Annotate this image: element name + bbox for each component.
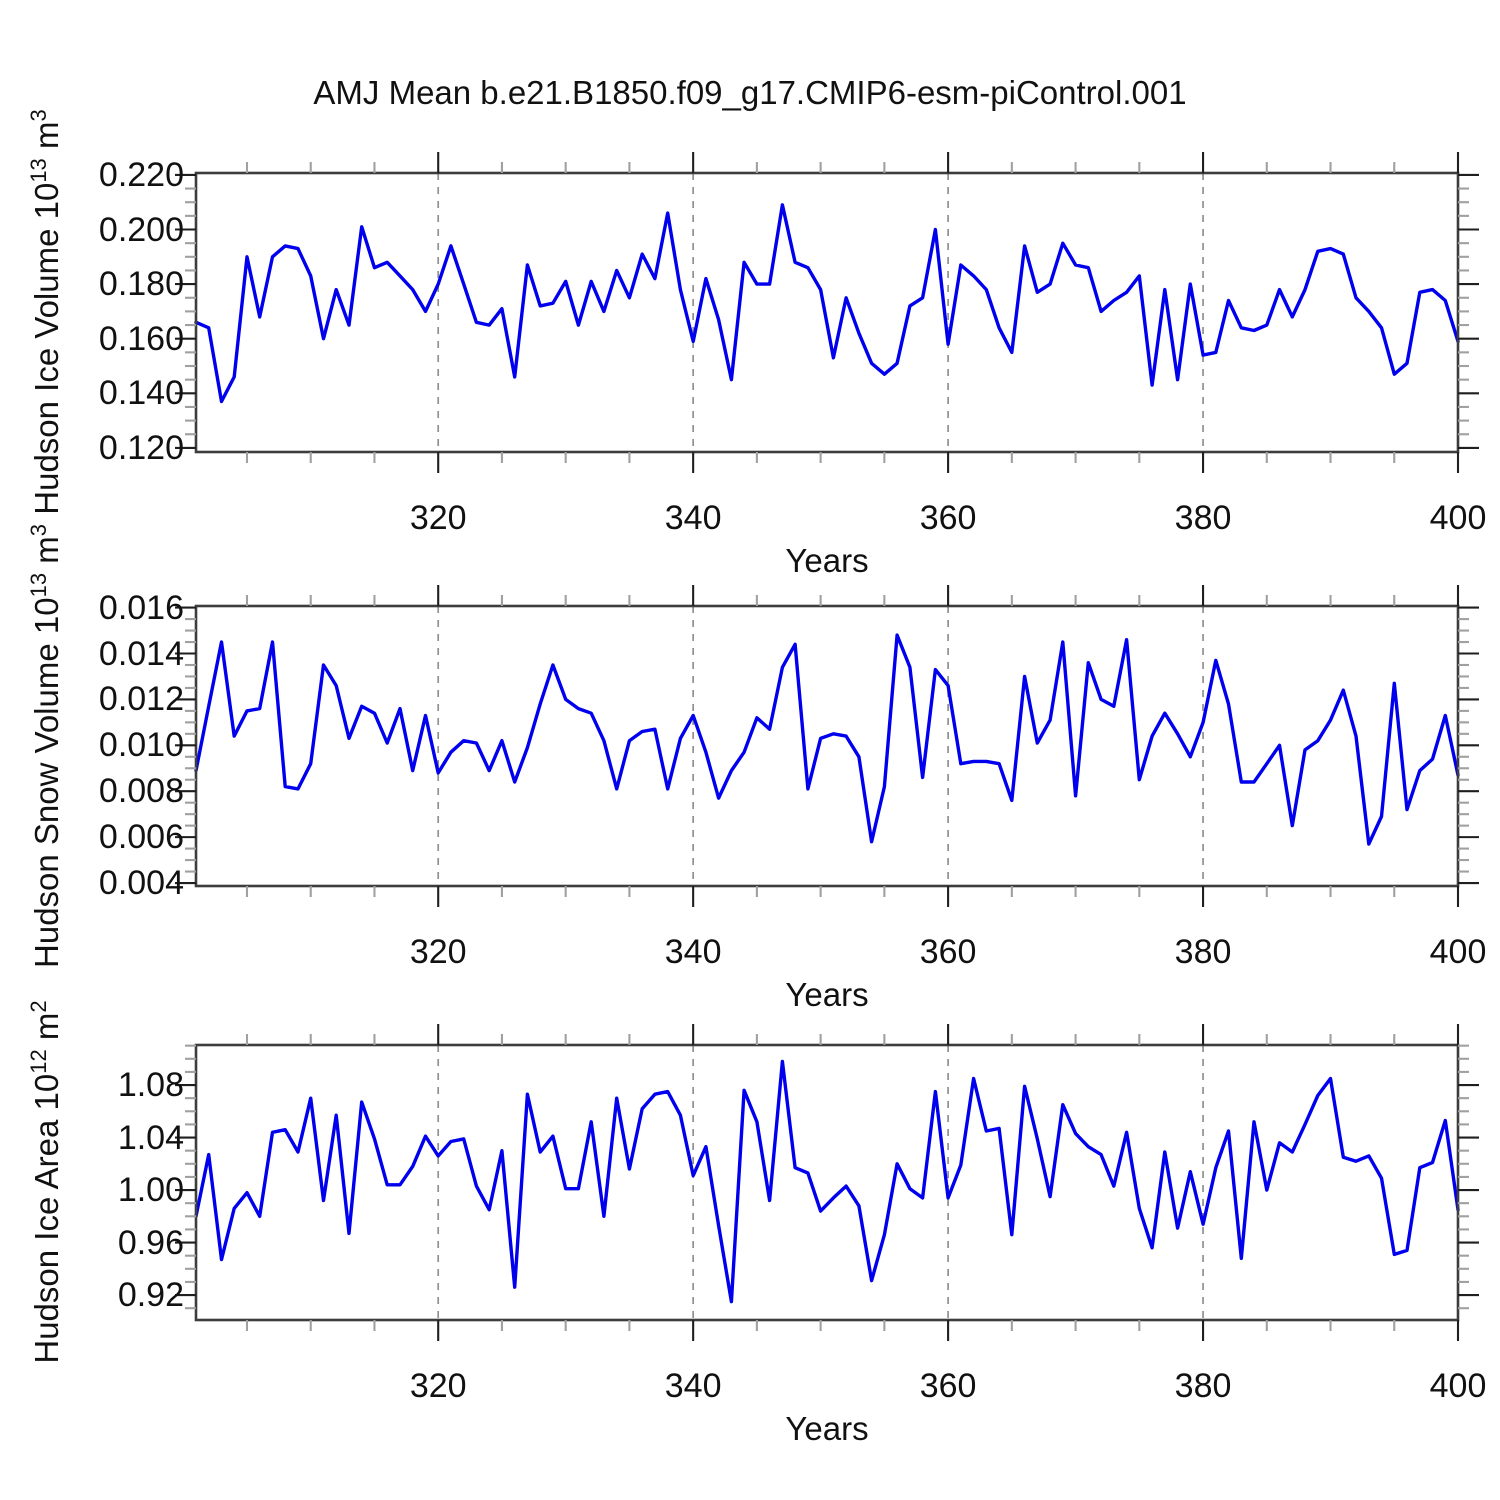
x-tick-label: 340: [664, 1367, 722, 1405]
series-line-hudson-snow-volume: [194, 633, 1460, 846]
series-line-hudson-ice-volume: [194, 203, 1460, 404]
x-tick-label: 400: [1429, 933, 1487, 971]
x-tick-label: 380: [1174, 1367, 1232, 1405]
plot-frame: [194, 1043, 1460, 1322]
x-axis-title: Years: [785, 1410, 869, 1447]
x-tick-label: 340: [664, 499, 722, 537]
plot-frame: [194, 604, 1460, 888]
y-tick-label: 1.08: [117, 1066, 184, 1105]
y-tick-label: 1.04: [117, 1118, 184, 1157]
y-tick-label: 0.120: [98, 428, 184, 467]
chart-title: AMJ Mean b.e21.B1850.f09_g17.CMIP6-esm-p…: [313, 74, 1187, 111]
panel-plot-hudson-ice-area: [175, 1024, 1479, 1341]
plot-frame: [194, 171, 1460, 454]
x-tick-label: 320: [409, 499, 467, 537]
y-tick-label: 0.200: [98, 210, 184, 249]
x-tick-label: 380: [1174, 499, 1232, 537]
x-tick-label: 360: [919, 1367, 977, 1405]
y-tick-label: 0.012: [98, 680, 184, 719]
y-tick-label: 0.004: [98, 864, 184, 903]
x-axis-title: Years: [785, 976, 869, 1013]
x-tick-label: 360: [919, 499, 977, 537]
x-axis-title: Years: [785, 542, 869, 579]
y-tick-label: 0.160: [98, 319, 184, 358]
x-tick-label: 320: [409, 933, 467, 971]
y-tick-label: 0.014: [98, 634, 184, 673]
y-tick-label: 0.92: [117, 1276, 184, 1315]
x-tick-label: 380: [1174, 933, 1232, 971]
x-tick-label: 360: [919, 933, 977, 971]
y-tick-label: 1.00: [117, 1171, 184, 1210]
series-line-hudson-ice-area: [194, 1059, 1460, 1304]
x-tick-label: 320: [409, 1367, 467, 1405]
y-tick-label: 0.010: [98, 726, 184, 765]
y-tick-label: 0.96: [117, 1223, 184, 1262]
panel-plot-hudson-ice-volume: [175, 152, 1479, 473]
y-tick-label: 0.140: [98, 374, 184, 413]
y-tick-label: 0.220: [98, 155, 184, 194]
x-tick-label: 400: [1429, 1367, 1487, 1405]
y-tick-label: 0.016: [98, 588, 184, 627]
y-tick-label: 0.008: [98, 772, 184, 811]
panel-plot-hudson-snow-volume: [175, 585, 1479, 907]
x-tick-label: 340: [664, 933, 722, 971]
y-tick-label: 0.006: [98, 818, 184, 857]
x-tick-label: 400: [1429, 499, 1487, 537]
y-tick-label: 0.180: [98, 265, 184, 304]
